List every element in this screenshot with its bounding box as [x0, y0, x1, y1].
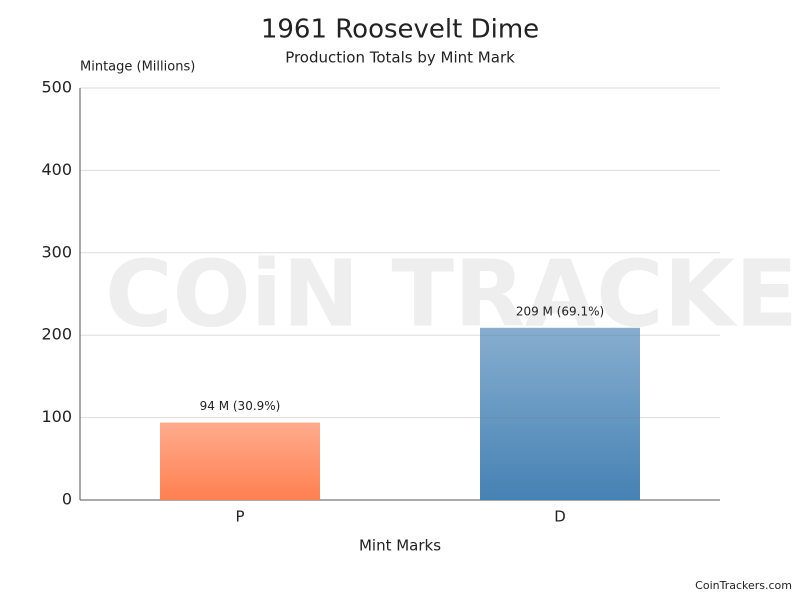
y-tick-label: 100 — [41, 407, 72, 426]
source: CoinTrackers.com — [695, 579, 792, 592]
x-tick-label: P — [235, 508, 244, 526]
y-axis-title: Mintage (Millions) — [80, 60, 195, 75]
x-tick-label: D — [554, 508, 566, 526]
y-tick-label: 400 — [41, 160, 72, 179]
value-label: 94 M (30.9%) — [200, 399, 281, 413]
bar — [160, 422, 320, 500]
y-tick-label: 200 — [41, 325, 72, 344]
value-label: 209 M (69.1%) — [516, 304, 604, 318]
chart-subtitle: Production Totals by Mint Mark — [285, 49, 515, 67]
chart-title: 1961 Roosevelt Dime — [261, 15, 539, 45]
watermark: COiN TRACKERS — [105, 240, 800, 347]
y-tick-label: 0 — [62, 490, 72, 509]
bar — [480, 327, 640, 500]
x-axis-title: Mint Marks — [359, 537, 441, 555]
y-tick-label: 500 — [41, 78, 72, 97]
y-tick-label: 300 — [41, 242, 72, 261]
